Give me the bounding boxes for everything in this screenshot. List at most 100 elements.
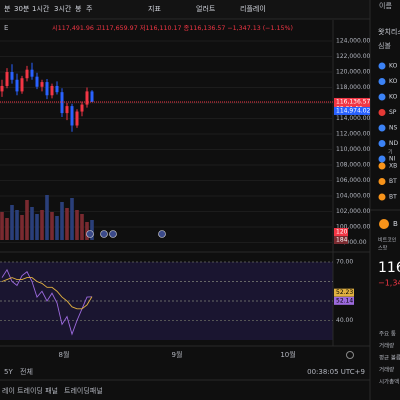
watch-item[interactable]: KO [389, 63, 398, 70]
toolbar-item[interactable]: 지표 [148, 4, 161, 13]
symbol-icon [378, 124, 386, 132]
event-icon[interactable] [100, 230, 108, 238]
detail-row: 평균 볼륨 [379, 355, 400, 362]
watch-item[interactable]: KO [389, 78, 398, 85]
symbol-icon [378, 62, 386, 70]
ohlc-legend: 시117,491.96 고117,659.97 저116,110.17 종116… [52, 23, 293, 32]
candle-body [55, 85, 59, 93]
volume-bar [45, 195, 49, 240]
symbol-icon [378, 193, 386, 201]
range-all[interactable]: 전체 [20, 367, 33, 376]
volume-tag-text: 184 [336, 237, 348, 244]
candle-body [90, 91, 94, 102]
candle-body [75, 111, 79, 126]
volume-bar [30, 207, 34, 240]
detail-sub: 비트코인 [378, 237, 397, 244]
symbol-icon [378, 155, 386, 163]
volume-bar [65, 208, 69, 240]
volume-bar [0, 212, 4, 240]
price-tick-label: 102,000.00 [336, 208, 371, 215]
event-icon[interactable] [86, 230, 94, 238]
volume-bar [80, 214, 84, 240]
osc-tag [334, 288, 354, 297]
osc-line [1, 277, 93, 310]
candle-body [65, 106, 69, 114]
candle-body [45, 82, 49, 96]
price-tick-label: 112,000.00 [336, 131, 371, 138]
detail-row: 거래량 [379, 342, 394, 350]
top-right: 이름 [379, 1, 392, 10]
detail-name: B [393, 220, 398, 228]
volume-bar [35, 214, 39, 240]
toolbar-item[interactable]: 봉 [75, 5, 82, 13]
toolbar-item[interactable]: 얼러트 [196, 4, 216, 13]
osc-tag-text: 52.14 [336, 297, 353, 304]
watchlist-column: 심볼 [378, 41, 391, 50]
watchlist-title: 왓치리스트 [378, 27, 400, 36]
volume-bar [70, 198, 74, 240]
price-tick-label: 114,000.00 [336, 115, 371, 122]
volume-bar [55, 216, 59, 240]
watch-item[interactable]: BT [389, 178, 397, 185]
volume-bar [75, 210, 79, 240]
event-icon[interactable] [109, 230, 117, 238]
volume-bar [10, 205, 14, 240]
watch-item[interactable]: NS [389, 125, 397, 132]
toolbar-item[interactable]: 3시간 [54, 4, 72, 13]
watch-item[interactable]: BT [389, 194, 397, 201]
candle-body [60, 92, 64, 114]
price-tick-label: 118,000.00 [336, 84, 371, 91]
price-tick-label: 108,000.00 [336, 162, 371, 169]
candle-body [70, 106, 74, 126]
candle-body [5, 72, 9, 86]
watch-item[interactable]: KO [389, 94, 398, 101]
symbol-icon [378, 178, 386, 185]
detail-row: 거래량 [379, 366, 394, 374]
volume-bar [40, 210, 44, 240]
detail-price: 116 [378, 260, 400, 276]
detail-sub2: 스팟 [378, 245, 388, 252]
watch-item[interactable]: XB [389, 163, 397, 170]
toolbar-item[interactable]: 30분 [14, 5, 30, 13]
symbol-icon [378, 140, 386, 147]
watch-item[interactable]: SP [389, 109, 397, 116]
detail-icon [379, 219, 389, 229]
detail-row: 주요 통 [379, 331, 396, 338]
price-tick-label: 110,000.00 [336, 146, 371, 153]
price-tick-label: 120,000.00 [336, 69, 371, 76]
price-tick-label: 106,000.00 [336, 177, 371, 184]
volume-bar [90, 220, 94, 240]
event-icon[interactable] [158, 230, 166, 238]
price-tag-text: 116,136.57 [336, 98, 371, 105]
osc-line [1, 268, 93, 336]
toolbar-item[interactable]: 리플레이 [240, 4, 266, 13]
volume-tag [334, 236, 348, 244]
toolbar-item[interactable]: 분 [4, 5, 11, 13]
price-tick-label: 100,000.00 [336, 224, 371, 231]
symbol-icon [378, 93, 386, 101]
volume-tag [334, 228, 348, 236]
time-label: 10월 [280, 350, 295, 359]
tab[interactable]: 레이 트레이딩 패널 [2, 386, 58, 395]
watch-item[interactable]: NI [389, 156, 395, 163]
price-tag-text: 114,974.02 [336, 107, 371, 114]
range-5y[interactable]: 5Y [4, 368, 13, 376]
toolbar-item[interactable]: 1시간 [32, 4, 50, 13]
detail-row: 시가총액 [379, 378, 399, 386]
volume-bar [25, 200, 29, 240]
watch-item[interactable]: ND [389, 140, 398, 147]
price-tick-label: 122,000.00 [336, 53, 371, 60]
price-tag [334, 106, 370, 115]
volume-bar [20, 215, 24, 240]
osc-tick-label: 40.00 [336, 317, 353, 324]
candle-body [50, 85, 54, 96]
scroll-button[interactable] [346, 351, 354, 359]
tab[interactable]: 트레이딩패널 [64, 386, 103, 395]
volume-bar [60, 202, 64, 240]
candle-body [80, 104, 84, 112]
candle-body [25, 69, 29, 79]
toolbar-item[interactable]: 주 [86, 5, 93, 13]
candle-body [20, 78, 24, 92]
osc-tag [334, 296, 354, 305]
volume-tag-text: 120 [336, 229, 348, 236]
